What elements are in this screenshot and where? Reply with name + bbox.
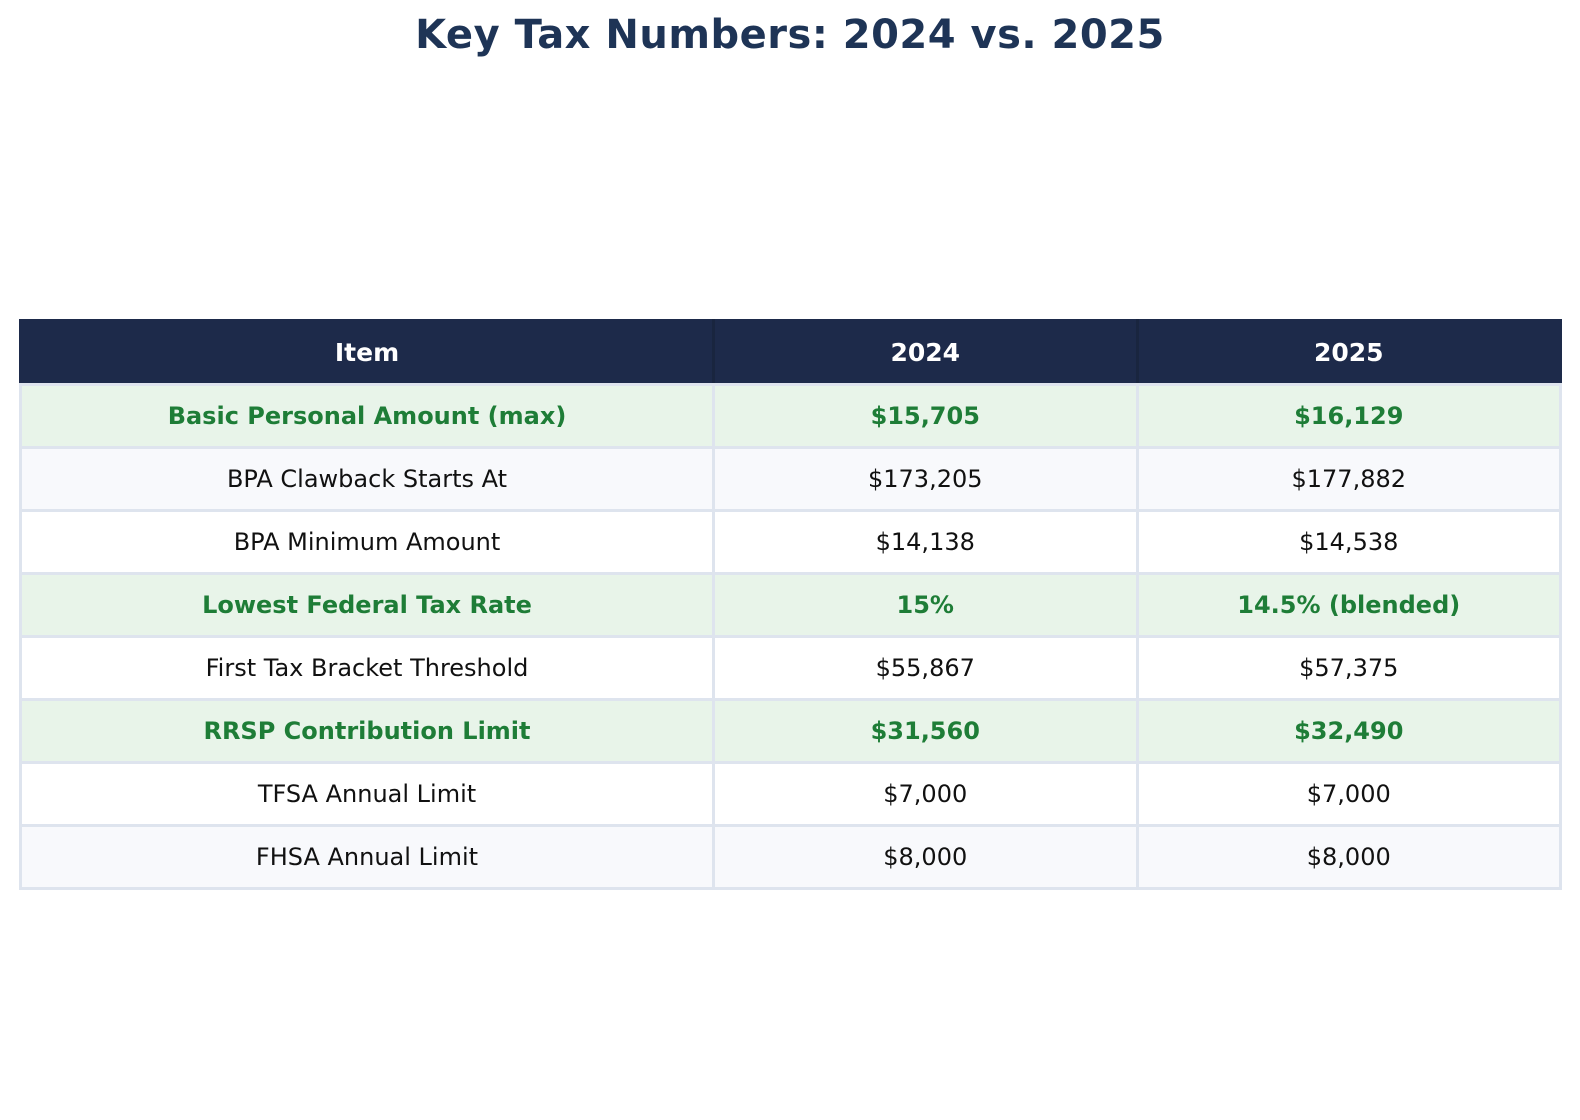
cell-item: Lowest Federal Tax Rate bbox=[19, 572, 715, 638]
column-header-2024: 2024 bbox=[712, 319, 1139, 386]
table-row: Basic Personal Amount (max) $15,705 $16,… bbox=[19, 383, 1562, 449]
cell-2025: $8,000 bbox=[1135, 824, 1562, 890]
cell-item: TFSA Annual Limit bbox=[19, 761, 715, 827]
cell-2024: $7,000 bbox=[712, 761, 1139, 827]
table-row: TFSA Annual Limit $7,000 $7,000 bbox=[19, 761, 1562, 827]
cell-2025: $16,129 bbox=[1135, 383, 1562, 449]
cell-2025: $57,375 bbox=[1135, 635, 1562, 701]
cell-2024: $173,205 bbox=[712, 446, 1139, 512]
cell-2024: 15% bbox=[712, 572, 1139, 638]
cell-2024: $14,138 bbox=[712, 509, 1139, 575]
cell-item: RRSP Contribution Limit bbox=[19, 698, 715, 764]
table-row: RRSP Contribution Limit $31,560 $32,490 bbox=[19, 698, 1562, 764]
column-header-2025: 2025 bbox=[1135, 319, 1562, 386]
cell-2024: $55,867 bbox=[712, 635, 1139, 701]
tax-table-container: Item 2024 2025 Basic Personal Amount (ma… bbox=[19, 319, 1562, 890]
table-row: Lowest Federal Tax Rate 15% 14.5% (blend… bbox=[19, 572, 1562, 638]
header-row: Item 2024 2025 bbox=[19, 319, 1562, 386]
cell-2025: 14.5% (blended) bbox=[1135, 572, 1562, 638]
table-row: BPA Minimum Amount $14,138 $14,538 bbox=[19, 509, 1562, 575]
cell-item: BPA Clawback Starts At bbox=[19, 446, 715, 512]
cell-item: BPA Minimum Amount bbox=[19, 509, 715, 575]
table-row: First Tax Bracket Threshold $55,867 $57,… bbox=[19, 635, 1562, 701]
cell-2024: $8,000 bbox=[712, 824, 1139, 890]
cell-2025: $177,882 bbox=[1135, 446, 1562, 512]
cell-item: First Tax Bracket Threshold bbox=[19, 635, 715, 701]
table-row: BPA Clawback Starts At $173,205 $177,882 bbox=[19, 446, 1562, 512]
cell-2024: $15,705 bbox=[712, 383, 1139, 449]
cell-2024: $31,560 bbox=[712, 698, 1139, 764]
cell-2025: $14,538 bbox=[1135, 509, 1562, 575]
cell-item: Basic Personal Amount (max) bbox=[19, 383, 715, 449]
table-row: FHSA Annual Limit $8,000 $8,000 bbox=[19, 824, 1562, 890]
page-title: Key Tax Numbers: 2024 vs. 2025 bbox=[415, 12, 1165, 58]
cell-item: FHSA Annual Limit bbox=[19, 824, 715, 890]
column-header-item: Item bbox=[19, 319, 715, 386]
tax-table: Item 2024 2025 Basic Personal Amount (ma… bbox=[19, 319, 1562, 890]
cell-2025: $7,000 bbox=[1135, 761, 1562, 827]
cell-2025: $32,490 bbox=[1135, 698, 1562, 764]
